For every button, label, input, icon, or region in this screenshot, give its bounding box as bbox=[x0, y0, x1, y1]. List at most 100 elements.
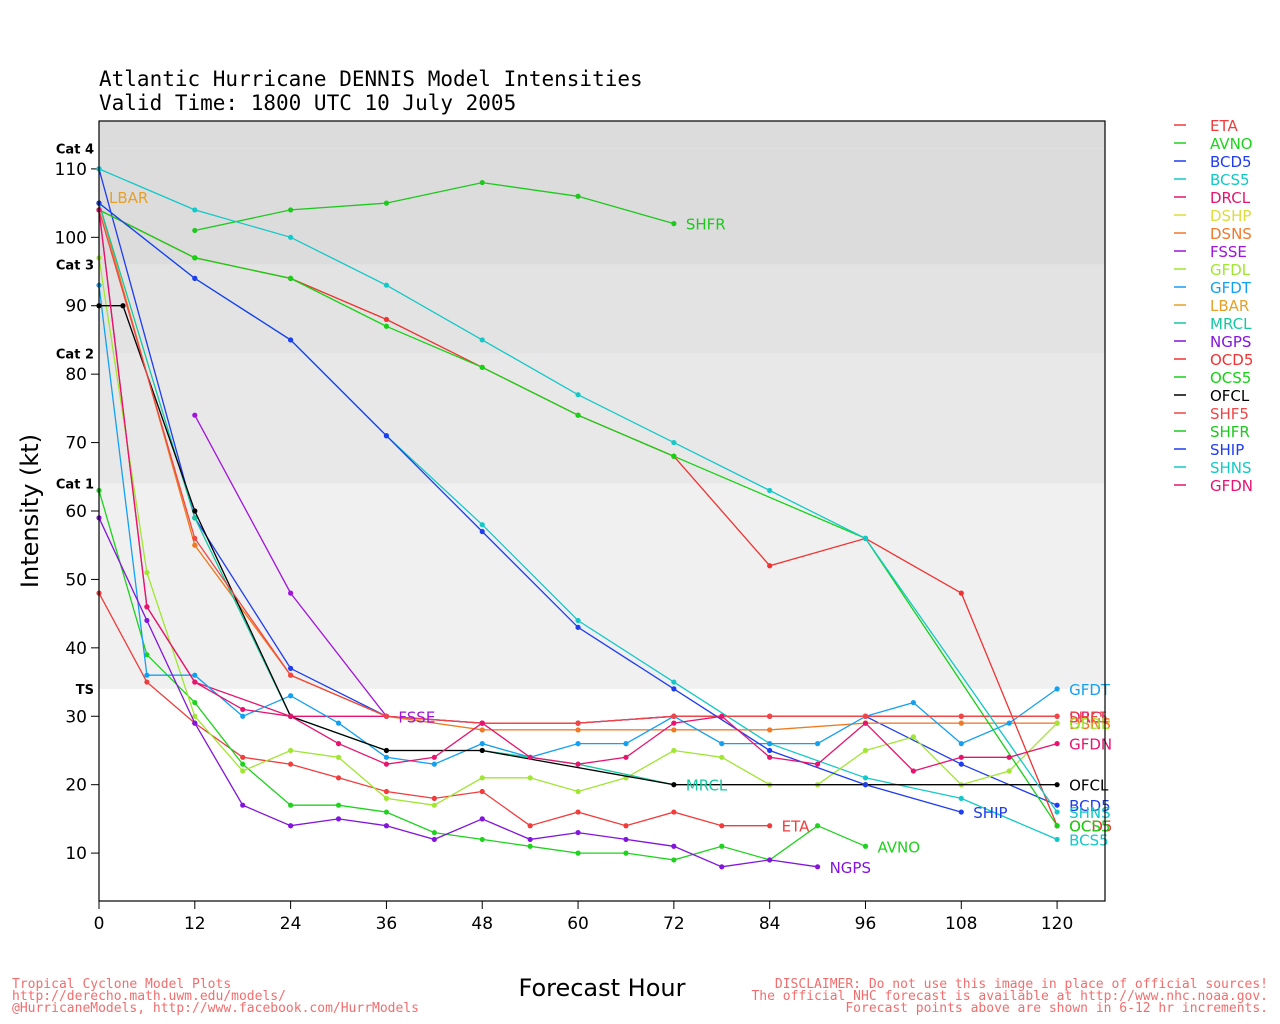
data-point-eta bbox=[575, 809, 581, 815]
data-point-avno bbox=[719, 843, 725, 849]
data-point-avno bbox=[144, 652, 150, 658]
data-point-fsse bbox=[192, 412, 198, 418]
end-label-shfr: SHFR bbox=[686, 216, 726, 234]
data-point-ngps bbox=[240, 802, 246, 808]
data-point-ship bbox=[288, 337, 294, 343]
data-point-ship bbox=[192, 275, 198, 281]
data-point-bcd5 bbox=[288, 665, 294, 671]
x-tick-label: 60 bbox=[567, 914, 589, 934]
legend-label-bcd5: BCD5 bbox=[1210, 153, 1252, 171]
data-point-avno bbox=[623, 850, 629, 856]
data-point-ofcl bbox=[120, 303, 126, 309]
data-point-gfdl bbox=[192, 713, 198, 719]
data-point-ngps bbox=[623, 836, 629, 843]
data-point-bcs5 bbox=[862, 775, 869, 781]
data-point-gfdt bbox=[144, 672, 150, 678]
data-point-bcs5 bbox=[575, 617, 581, 624]
series-shns bbox=[96, 166, 1060, 815]
end-label-shns: SHNS bbox=[1069, 804, 1111, 822]
data-point-gfdn bbox=[958, 754, 964, 760]
legend-label-ship: SHIP bbox=[1210, 441, 1244, 459]
data-point-shf5 bbox=[575, 720, 581, 726]
data-point-ocs5 bbox=[288, 275, 294, 281]
data-point-gfdt bbox=[479, 741, 485, 747]
y-tick-label: 50 bbox=[65, 570, 87, 590]
data-point-eta bbox=[240, 754, 246, 760]
data-point-avno bbox=[383, 809, 390, 815]
legend-label-dshp: DSHP bbox=[1210, 207, 1251, 225]
data-point-dsns bbox=[671, 727, 677, 733]
end-label-gfdl: GFDL bbox=[1069, 715, 1110, 733]
end-label-ocd5: OCD5 bbox=[1069, 818, 1112, 836]
data-point-eta bbox=[719, 823, 725, 829]
end-label-mrcl: MRCL bbox=[686, 777, 728, 795]
data-point-gfdt bbox=[431, 761, 437, 767]
series-line-ngps bbox=[98, 517, 818, 868]
x-tick-label: 96 bbox=[855, 914, 877, 934]
data-point-gfdl bbox=[288, 747, 294, 754]
data-point-ngps bbox=[479, 816, 485, 822]
data-point-ngps bbox=[527, 836, 533, 843]
data-point-gfdl bbox=[862, 747, 869, 754]
data-point-gfdn bbox=[767, 754, 773, 760]
band-label: Cat 3 bbox=[56, 259, 94, 274]
data-point-shf5 bbox=[671, 713, 677, 719]
band-ts bbox=[99, 483, 1105, 689]
footer-left-1: Tropical Cyclone Model Plots bbox=[12, 977, 231, 992]
x-tick-label: 0 bbox=[94, 914, 105, 934]
data-point-gfdn bbox=[527, 754, 533, 760]
data-point-ofcl bbox=[479, 747, 485, 754]
band-label: Cat 1 bbox=[56, 478, 94, 493]
data-point-gfdt bbox=[575, 741, 581, 747]
data-point-gfdn bbox=[671, 720, 677, 726]
end-label-bcd5: BCD5 bbox=[1069, 797, 1111, 815]
y-tick-label: 10 bbox=[65, 844, 87, 864]
data-point-ship bbox=[479, 528, 485, 535]
legend-label-fsse: FSSE bbox=[1210, 243, 1247, 261]
data-point-gfdt bbox=[1006, 720, 1012, 726]
y-tick-label: 80 bbox=[65, 365, 87, 385]
data-point-ocd5 bbox=[767, 563, 773, 569]
data-point-ocs5 bbox=[575, 412, 581, 418]
data-point-avno bbox=[288, 802, 294, 808]
footer-right-2: The official NHC forecast is available a… bbox=[751, 989, 1268, 1004]
y-axis-label: Intensity (kt) bbox=[16, 434, 44, 588]
legend-label-shfr: SHFR bbox=[1210, 423, 1250, 441]
data-point-gfdn bbox=[862, 720, 869, 726]
data-point-eta bbox=[671, 809, 677, 815]
y-tick-label: 60 bbox=[65, 502, 87, 522]
legend-label-bcs5: BCS5 bbox=[1210, 171, 1250, 189]
end-label-ngps: NGPS bbox=[830, 859, 871, 877]
data-point-gfdt bbox=[814, 741, 821, 747]
legend-label-gfdl: GFDL bbox=[1210, 261, 1251, 279]
data-point-bcs5 bbox=[1054, 836, 1060, 843]
series-line-shns bbox=[98, 168, 1058, 813]
data-point-shf5 bbox=[862, 713, 869, 719]
data-point-gfdn bbox=[383, 761, 390, 767]
plot-frame bbox=[98, 120, 1106, 902]
data-point-mrcl bbox=[192, 515, 198, 521]
data-point-ocs5 bbox=[192, 255, 198, 261]
data-point-gfdt bbox=[240, 713, 246, 719]
data-point-ngps bbox=[767, 857, 773, 863]
end-label-ocs5: OCS5 bbox=[1069, 818, 1110, 836]
data-point-gfdl bbox=[1054, 720, 1060, 726]
data-point-ship bbox=[958, 809, 964, 815]
legend-label-gfdt: GFDT bbox=[1210, 279, 1252, 297]
data-point-avno bbox=[335, 802, 342, 808]
legend-label-shns: SHNS bbox=[1210, 459, 1252, 477]
series-line-shfr bbox=[194, 181, 675, 232]
data-point-ngps bbox=[335, 816, 342, 822]
data-point-gfdn bbox=[814, 761, 821, 767]
data-point-ngps bbox=[431, 836, 437, 843]
data-point-gfdl bbox=[240, 768, 246, 774]
data-point-ocs5 bbox=[479, 364, 485, 370]
data-point-gfdn bbox=[575, 761, 581, 767]
end-label-drcl: DRCL bbox=[1069, 708, 1110, 726]
y-tick-label: 20 bbox=[65, 776, 87, 796]
data-point-avno bbox=[431, 829, 437, 836]
end-label-ship: SHIP bbox=[973, 804, 1007, 822]
end-label-ofcl: OFCL bbox=[1069, 777, 1109, 795]
